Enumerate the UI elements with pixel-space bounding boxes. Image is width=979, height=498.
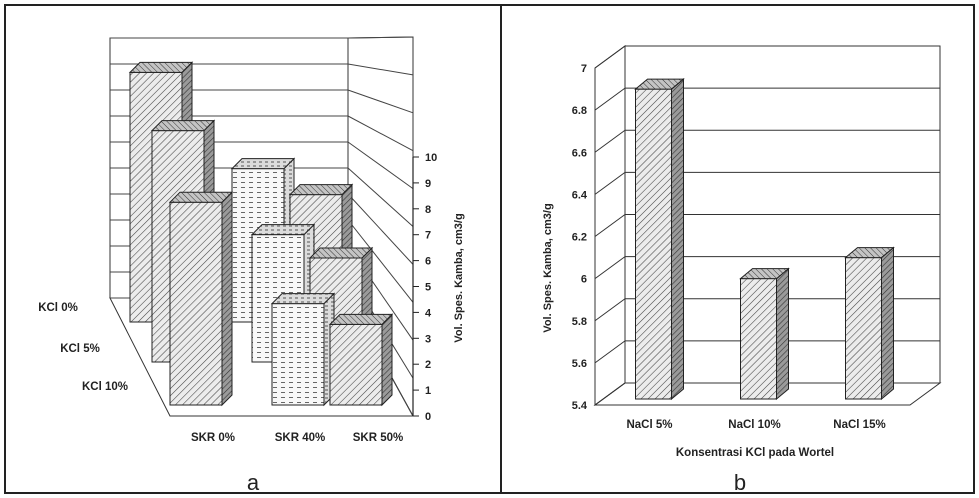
chart-a-y-tick-label: 1 <box>425 385 431 397</box>
chart-a-gridline-side <box>347 36 414 39</box>
chart-a-bar-top <box>250 224 316 236</box>
chart-a-y-tick-label: 5 <box>425 282 431 294</box>
chart-b-gridline-side <box>594 45 626 69</box>
chart-a-gridline-side <box>347 193 414 265</box>
chart-a-bar-top <box>270 293 336 305</box>
chart-a-y-tick-label: 6 <box>425 256 431 268</box>
chart-a-y-axis-label: Vol. Spes. Kamba, cm3/g <box>453 213 465 342</box>
chart-b-gridline-side <box>594 87 626 111</box>
chart-b-bar-top <box>634 78 685 90</box>
chart-a-y-ticks: 0 1 2 3 4 5 6 7 8 9 10 <box>412 152 437 423</box>
chart-b-gridline-side <box>594 171 626 195</box>
chart-b-y-tick-label: 6.2 <box>572 232 587 244</box>
chart-a-x-ticks: SKR 0% SKR 40% SKR 50% <box>191 432 403 444</box>
chart-a-gridline-side <box>347 141 414 190</box>
chart-a-bar-top <box>230 158 296 170</box>
chart-a-bar-top <box>328 313 394 325</box>
chart-a-depth-ticks: KCl 0% KCl 5% KCl 10% <box>38 302 128 393</box>
chart-b-bar-side <box>776 267 789 401</box>
chart-a-gridline-side <box>347 219 414 303</box>
chart-b-x-tick-label: NaCl 5% <box>626 419 672 431</box>
chart-a-bars <box>128 61 394 407</box>
chart-b-x-tick-label: NaCl 15% <box>833 419 885 431</box>
chart-b-y-axis-label: Vol. Spes. Kamba, cm3/g <box>542 203 554 332</box>
chart-b-y-tick-label: 6.8 <box>572 105 587 117</box>
chart-b-bar <box>635 88 672 400</box>
chart-b-gridline-side <box>594 340 626 364</box>
chart-b-gridline-side <box>594 129 626 153</box>
chart-a-depth-tick-label: KCl 5% <box>60 343 100 355</box>
chart-b-y-tick-label: 6.6 <box>572 147 587 159</box>
chart-a-bar-top <box>150 120 216 132</box>
chart-a-y-tick-label: 10 <box>425 152 437 164</box>
chart-b-gridline-side <box>594 298 626 322</box>
chart-b: 5.45.65.866.26.46.66.87 NaCl 5% NaCl 10% N… <box>542 45 942 495</box>
chart-b-bar-side <box>671 77 684 401</box>
chart-b-x-ticks: NaCl 5% NaCl 10% NaCl 15% <box>626 419 885 431</box>
chart-a-y-tick-label: 4 <box>425 307 432 319</box>
chart-b-y-tick-label: 7 <box>581 63 587 75</box>
chart-a-y-tick-label: 9 <box>425 178 431 190</box>
chart-a-depth-tick-label: KCl 0% <box>38 302 78 314</box>
chart-b-gridline-side <box>594 214 626 237</box>
chart-a-gridline-side <box>347 167 414 227</box>
figure-frame <box>4 4 975 494</box>
chart-b-x-tick-label: NaCl 10% <box>728 419 780 431</box>
chart-a-bar-top <box>168 191 234 203</box>
chart-a-x-tick-label: SKR 40% <box>275 432 326 444</box>
chart-b-x-axis-label: Konsentrasi KCl pada Wortel <box>676 447 834 459</box>
chart-a-y-tick-label: 8 <box>425 204 431 216</box>
chart-a-bar-top <box>128 61 194 73</box>
chart-a-x-tick-label: SKR 50% <box>353 432 404 444</box>
chart-a-bar-side <box>221 190 233 407</box>
chart-a-bar <box>329 323 383 406</box>
chart-b-y-tick-label: 6 <box>581 274 587 286</box>
chart-a-y-tick-label: 3 <box>425 333 431 345</box>
chart-a-depth-tick-label: KCl 10% <box>82 381 128 393</box>
chart-b-gridline-side <box>594 256 626 280</box>
chart-a-x-tick-label: SKR 0% <box>191 432 235 444</box>
chart-b-bar-top <box>739 268 790 280</box>
chart-a-gridline-side <box>347 89 414 114</box>
chart-a-y-tick-label: 2 <box>425 359 431 371</box>
chart-b-bar <box>740 278 777 400</box>
chart-a-bar-top <box>308 247 374 259</box>
chart-b-y-ticks: 5.4 5.6 5.8 6 6.2 6.4 6.6 6.8 7 <box>572 63 588 412</box>
chart-a-bar-top <box>288 184 354 196</box>
chart-b-y-tick-label: 5.6 <box>572 358 587 370</box>
chart-b-y-tick-label: 6.4 <box>572 189 588 201</box>
chart-a-bar-side <box>381 313 393 407</box>
chart-a-y-tick-label: 0 <box>425 411 431 423</box>
chart-a-gridline-side <box>347 63 414 76</box>
chart-a-bar <box>169 201 223 406</box>
chart-b-bar-side <box>881 246 894 401</box>
chart-a-y-tick-label: 7 <box>425 230 431 242</box>
chart-b-gridline-side <box>594 382 626 406</box>
chart-b-y-tick-label: 5.8 <box>572 316 587 328</box>
chart-b-bar <box>845 257 882 400</box>
chart-b-y-tick-label: 5.4 <box>572 400 588 412</box>
chart-b-bars <box>634 77 895 401</box>
chart-a-bar <box>271 303 325 406</box>
chart-a-gridline-side <box>347 115 414 152</box>
panel-divider <box>500 4 502 494</box>
chart-a: 0 1 2 3 4 5 6 7 8 9 10 SKR 0% SKR 40% SKR 50% KCl 0%… <box>38 36 465 495</box>
chart-a-panel-label: a <box>247 470 260 495</box>
chart-b-panel-label: b <box>734 470 746 495</box>
chart-b-bar-top <box>844 247 895 259</box>
